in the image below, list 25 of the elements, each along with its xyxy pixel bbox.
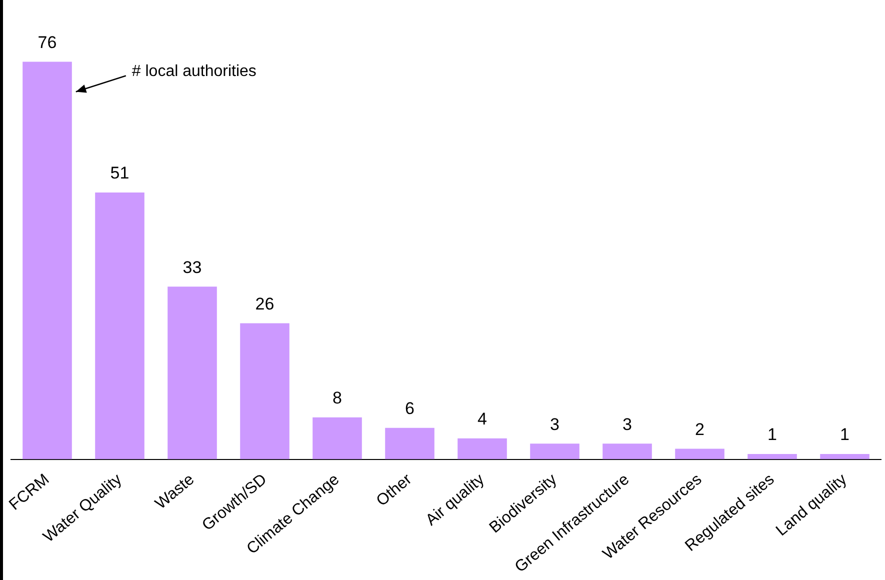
- bar: [312, 417, 362, 460]
- data-label: 4: [478, 410, 487, 429]
- data-label: 1: [840, 425, 850, 444]
- annotation: # local authorities: [132, 63, 256, 80]
- data-label: 2: [695, 420, 704, 439]
- data-label: 33: [182, 258, 202, 277]
- bar: [748, 454, 797, 460]
- bar: [458, 438, 507, 460]
- bar: [530, 444, 580, 460]
- bar: [240, 323, 290, 460]
- bar: [22, 62, 72, 460]
- data-label: 3: [622, 414, 632, 434]
- data-label: 1: [768, 425, 777, 444]
- bar: [95, 192, 144, 460]
- data-label: 76: [38, 32, 57, 52]
- bar: [675, 448, 724, 460]
- data-label: 3: [550, 414, 560, 434]
- bar: [820, 454, 870, 460]
- data-label: 8: [332, 388, 342, 408]
- bar: [168, 286, 217, 460]
- data-label: 51: [110, 164, 130, 183]
- bar: [385, 428, 434, 460]
- data-label: 26: [255, 294, 274, 314]
- data-label: 6: [405, 399, 414, 418]
- bar: [602, 444, 652, 460]
